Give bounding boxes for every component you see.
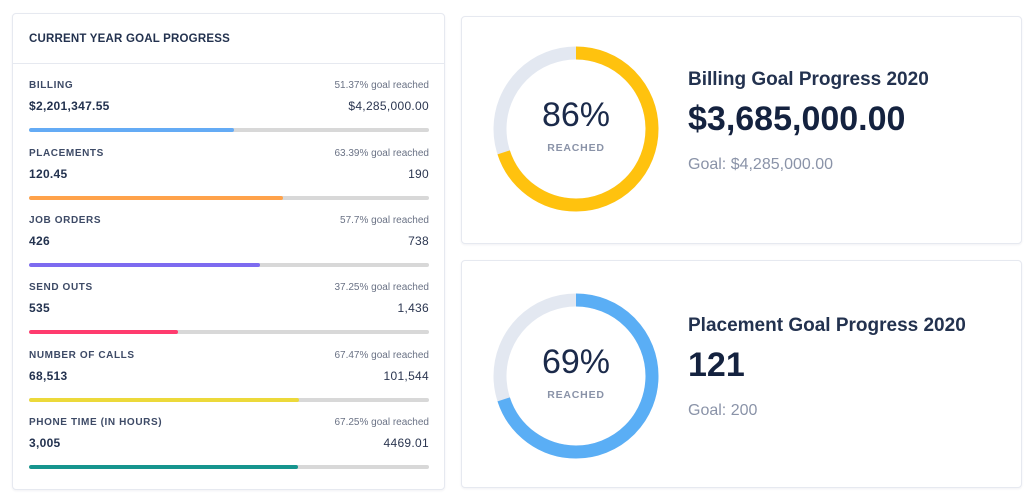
progress-bar-fill xyxy=(29,263,260,267)
donut-ring-icon xyxy=(493,293,659,459)
metric-percent-reached: 51.37% goal reached xyxy=(334,80,429,91)
billing-card-text: Billing Goal Progress 2020 $3,685,000.00… xyxy=(688,69,929,174)
card-value: $3,685,000.00 xyxy=(688,100,906,138)
donut-reached-label: REACHED xyxy=(547,142,605,154)
metric-label: SEND OUTS xyxy=(29,282,93,293)
donut-percent: 86% xyxy=(541,96,611,134)
panel-header: CURRENT YEAR GOAL PROGRESS xyxy=(13,14,444,64)
metric-current-value: $2,201,347.55 xyxy=(29,99,110,113)
donut-reached-label: REACHED xyxy=(547,389,605,401)
progress-bar xyxy=(29,128,429,132)
card-title: Placement Goal Progress 2020 xyxy=(688,315,966,336)
metric-job-orders: JOB ORDERS 57.7% goal reached 426 738 xyxy=(29,215,429,275)
metric-number-of-calls: NUMBER OF CALLS 67.47% goal reached 68,5… xyxy=(29,350,429,410)
metric-goal-value: 4469.01 xyxy=(383,436,429,450)
metric-percent-reached: 67.25% goal reached xyxy=(334,417,429,428)
progress-bar xyxy=(29,196,429,200)
progress-bar xyxy=(29,263,429,267)
metric-current-value: 68,513 xyxy=(29,369,68,383)
metric-percent-reached: 57.7% goal reached xyxy=(340,215,429,226)
metric-goal-value: 738 xyxy=(408,234,429,248)
metric-percent-reached: 63.39% goal reached xyxy=(334,148,429,159)
metric-current-value: 3,005 xyxy=(29,436,61,450)
metric-billing: BILLING 51.37% goal reached $2,201,347.5… xyxy=(29,80,429,140)
metric-goal-value: 190 xyxy=(408,167,429,181)
placement-card-text: Placement Goal Progress 2020 121 Goal: 2… xyxy=(688,315,966,420)
metric-goal-value: 1,436 xyxy=(397,301,429,315)
metric-label: PHONE TIME (IN HOURS) xyxy=(29,417,163,428)
metric-phone-time: PHONE TIME (IN HOURS) 67.25% goal reache… xyxy=(29,417,429,477)
metric-label: BILLING xyxy=(29,80,74,91)
current-year-goal-progress-panel: CURRENT YEAR GOAL PROGRESS BILLING 51.37… xyxy=(12,13,445,490)
panel-title: CURRENT YEAR GOAL PROGRESS xyxy=(29,32,230,45)
donut-ring-icon xyxy=(493,46,659,212)
card-title: Billing Goal Progress 2020 xyxy=(688,69,929,90)
progress-bar xyxy=(29,465,429,469)
metric-label: PLACEMENTS xyxy=(29,148,104,159)
billing-goal-card: 86% REACHED Billing Goal Progress 2020 $… xyxy=(461,16,1022,244)
progress-bar-fill xyxy=(29,465,298,469)
donut-percent: 69% xyxy=(541,343,611,381)
metric-label: JOB ORDERS xyxy=(29,215,102,226)
progress-bar-fill xyxy=(29,128,235,132)
metric-percent-reached: 67.47% goal reached xyxy=(334,350,429,361)
metric-current-value: 535 xyxy=(29,301,50,315)
placement-goal-card: 69% REACHED Placement Goal Progress 2020… xyxy=(461,260,1022,488)
metric-placements: PLACEMENTS 63.39% goal reached 120.45 19… xyxy=(29,148,429,208)
card-goal: Goal: 200 xyxy=(688,402,758,420)
metric-label: NUMBER OF CALLS xyxy=(29,350,135,361)
progress-bar-fill xyxy=(29,196,283,200)
progress-bar xyxy=(29,330,429,334)
placement-donut-chart: 69% REACHED xyxy=(493,293,659,459)
metric-current-value: 426 xyxy=(29,234,50,248)
metric-percent-reached: 37.25% goal reached xyxy=(334,282,429,293)
progress-bar-fill xyxy=(29,330,178,334)
metric-goal-value: 101,544 xyxy=(383,369,429,383)
card-goal: Goal: $4,285,000.00 xyxy=(688,156,834,174)
metric-send-outs: SEND OUTS 37.25% goal reached 535 1,436 xyxy=(29,282,429,342)
card-value: 121 xyxy=(688,346,745,384)
billing-donut-chart: 86% REACHED xyxy=(493,46,659,212)
progress-bar xyxy=(29,398,429,402)
metric-goal-value: $4,285,000.00 xyxy=(348,99,429,113)
metric-current-value: 120.45 xyxy=(29,167,68,181)
progress-bar-fill xyxy=(29,398,299,402)
